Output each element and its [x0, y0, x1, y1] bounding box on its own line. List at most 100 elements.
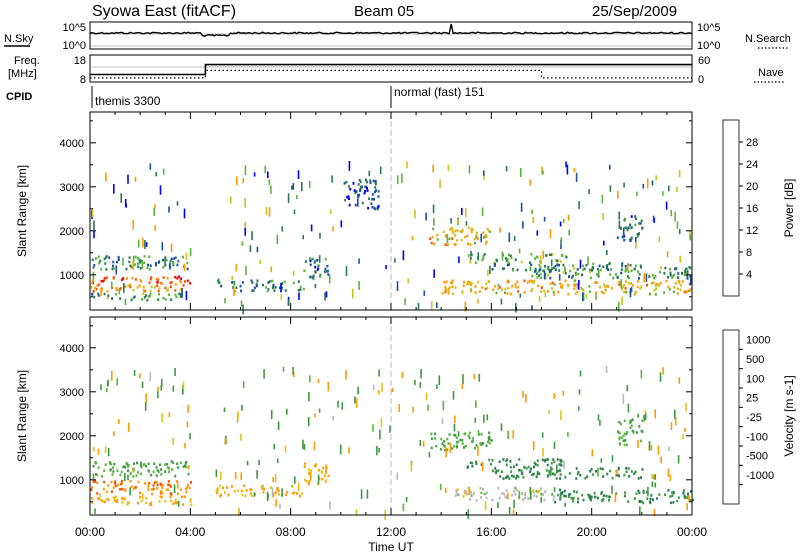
power-echo-cell — [564, 279, 567, 282]
power-echo-cell — [91, 292, 94, 296]
power-echo-cell — [469, 257, 472, 260]
velocity-echo-cell — [91, 497, 94, 500]
power-echo-cell — [251, 281, 254, 284]
velocity-echo-cell — [568, 493, 571, 496]
power-echo-cell — [444, 243, 447, 246]
velocity-echo-cell — [559, 473, 562, 476]
velocity-echo-cell — [560, 491, 563, 495]
velocity-sparse-echo — [284, 445, 287, 453]
velocity-echo-cell — [430, 446, 433, 450]
velocity-echo-cell — [575, 477, 578, 480]
power-echo-cell — [317, 264, 320, 267]
velocity-echo-cell — [320, 469, 323, 473]
velocity-echo-cell — [442, 444, 445, 447]
power-echo-cell — [451, 279, 454, 283]
power-sparse-echo — [508, 232, 511, 243]
power-sparse-echo — [324, 292, 326, 301]
velocity-echo-cell — [482, 442, 484, 445]
power-echo-cell — [564, 269, 567, 272]
power-colorbar-tick-label: 4 — [746, 269, 752, 281]
velocity-echo-cell — [321, 471, 324, 474]
velocity-echo-cell — [480, 491, 483, 495]
power-echo-cell — [639, 287, 642, 290]
power-echo-cell — [376, 206, 379, 209]
velocity-echo-cell — [670, 501, 673, 505]
power-echo-cell — [553, 266, 556, 270]
velocity-echo-cell — [130, 485, 133, 488]
power-sparse-echo — [565, 161, 567, 168]
power-echo-cell — [377, 190, 380, 193]
power-echo-cell — [162, 266, 165, 269]
velocity-echo-cell — [241, 493, 244, 497]
power-echo-cell — [688, 283, 691, 286]
velocity-sparse-echo — [177, 500, 180, 507]
power-echo-cell — [451, 237, 454, 240]
power-echo-cell — [630, 282, 632, 285]
velocity-sparse-echo — [174, 368, 176, 376]
velocity-sparse-echo — [597, 467, 599, 477]
velocity-echo-cell — [494, 467, 497, 470]
velocity-sparse-echo — [419, 439, 422, 447]
velocity-echo-cell — [119, 473, 122, 477]
power-echo-cell — [156, 284, 159, 288]
power-echo-cell — [140, 280, 143, 283]
power-echo-cell — [436, 233, 439, 237]
power-echo-cell — [231, 281, 234, 284]
power-echo-cell — [474, 291, 477, 294]
power-echo-cell — [595, 291, 598, 295]
power-sparse-echo — [224, 297, 226, 304]
power-echo-cell — [299, 288, 302, 291]
velocity-sparse-echo — [667, 468, 670, 477]
power-echo-cell — [663, 291, 666, 294]
power-sparse-echo — [668, 185, 670, 192]
velocity-echo-cell — [153, 481, 156, 484]
velocity-echo-cell — [505, 495, 508, 499]
velocity-echo-cell — [153, 462, 156, 466]
power-sparse-echo — [542, 250, 544, 259]
power-echo-cell — [131, 276, 134, 280]
velocity-echo-cell — [473, 492, 475, 495]
power-sparse-echo — [609, 164, 611, 170]
power-echo-cell — [94, 286, 96, 290]
velocity-sparse-echo — [442, 401, 445, 411]
velocity-echo-cell — [160, 490, 163, 494]
power-sparse-echo — [396, 175, 399, 185]
velocity-echo-cell — [166, 462, 169, 466]
velocity-echo-cell — [529, 470, 531, 474]
velocity-echo-cell — [615, 473, 618, 477]
power-echo-cell — [634, 290, 637, 294]
power-sparse-echo — [91, 208, 94, 218]
power-sparse-echo — [92, 272, 95, 280]
velocity-echo-cell — [471, 440, 474, 443]
velocity-echo-cell — [101, 500, 104, 503]
velocity-echo-cell — [559, 469, 561, 472]
velocity-sparse-echo — [513, 499, 515, 509]
power-echo-cell — [568, 275, 571, 279]
power-echo-cell — [344, 198, 347, 202]
velocity-echo-cell — [124, 465, 127, 469]
velocity-echo-cell — [589, 494, 592, 498]
velocity-sparse-echo — [94, 508, 96, 514]
velocity-sparse-echo — [106, 388, 108, 393]
power-echo-cell — [599, 268, 602, 272]
velocity-echo-cell — [606, 472, 609, 476]
power-echo-cell — [606, 264, 609, 267]
power-sparse-echo — [573, 168, 576, 173]
velocity-echo-cell — [600, 492, 603, 495]
velocity-echo-cell — [521, 498, 524, 501]
power-echo-cell — [530, 289, 533, 293]
velocity-sparse-echo — [133, 370, 136, 376]
velocity-echo-cell — [625, 467, 628, 470]
velocity-echo-cell — [324, 479, 327, 482]
power-echo-cell — [128, 256, 131, 259]
noise-right-tick-low: 10^0 — [697, 40, 721, 52]
power-sparse-echo — [679, 255, 681, 263]
velocity-echo-cell — [552, 495, 555, 498]
power-sparse-echo — [618, 211, 620, 220]
power-sparse-echo — [602, 213, 604, 221]
power-echo-cell — [147, 295, 150, 298]
velocity-echo-cell — [307, 482, 310, 486]
power-echo-cell — [679, 288, 682, 292]
power-echo-cell — [173, 257, 176, 260]
